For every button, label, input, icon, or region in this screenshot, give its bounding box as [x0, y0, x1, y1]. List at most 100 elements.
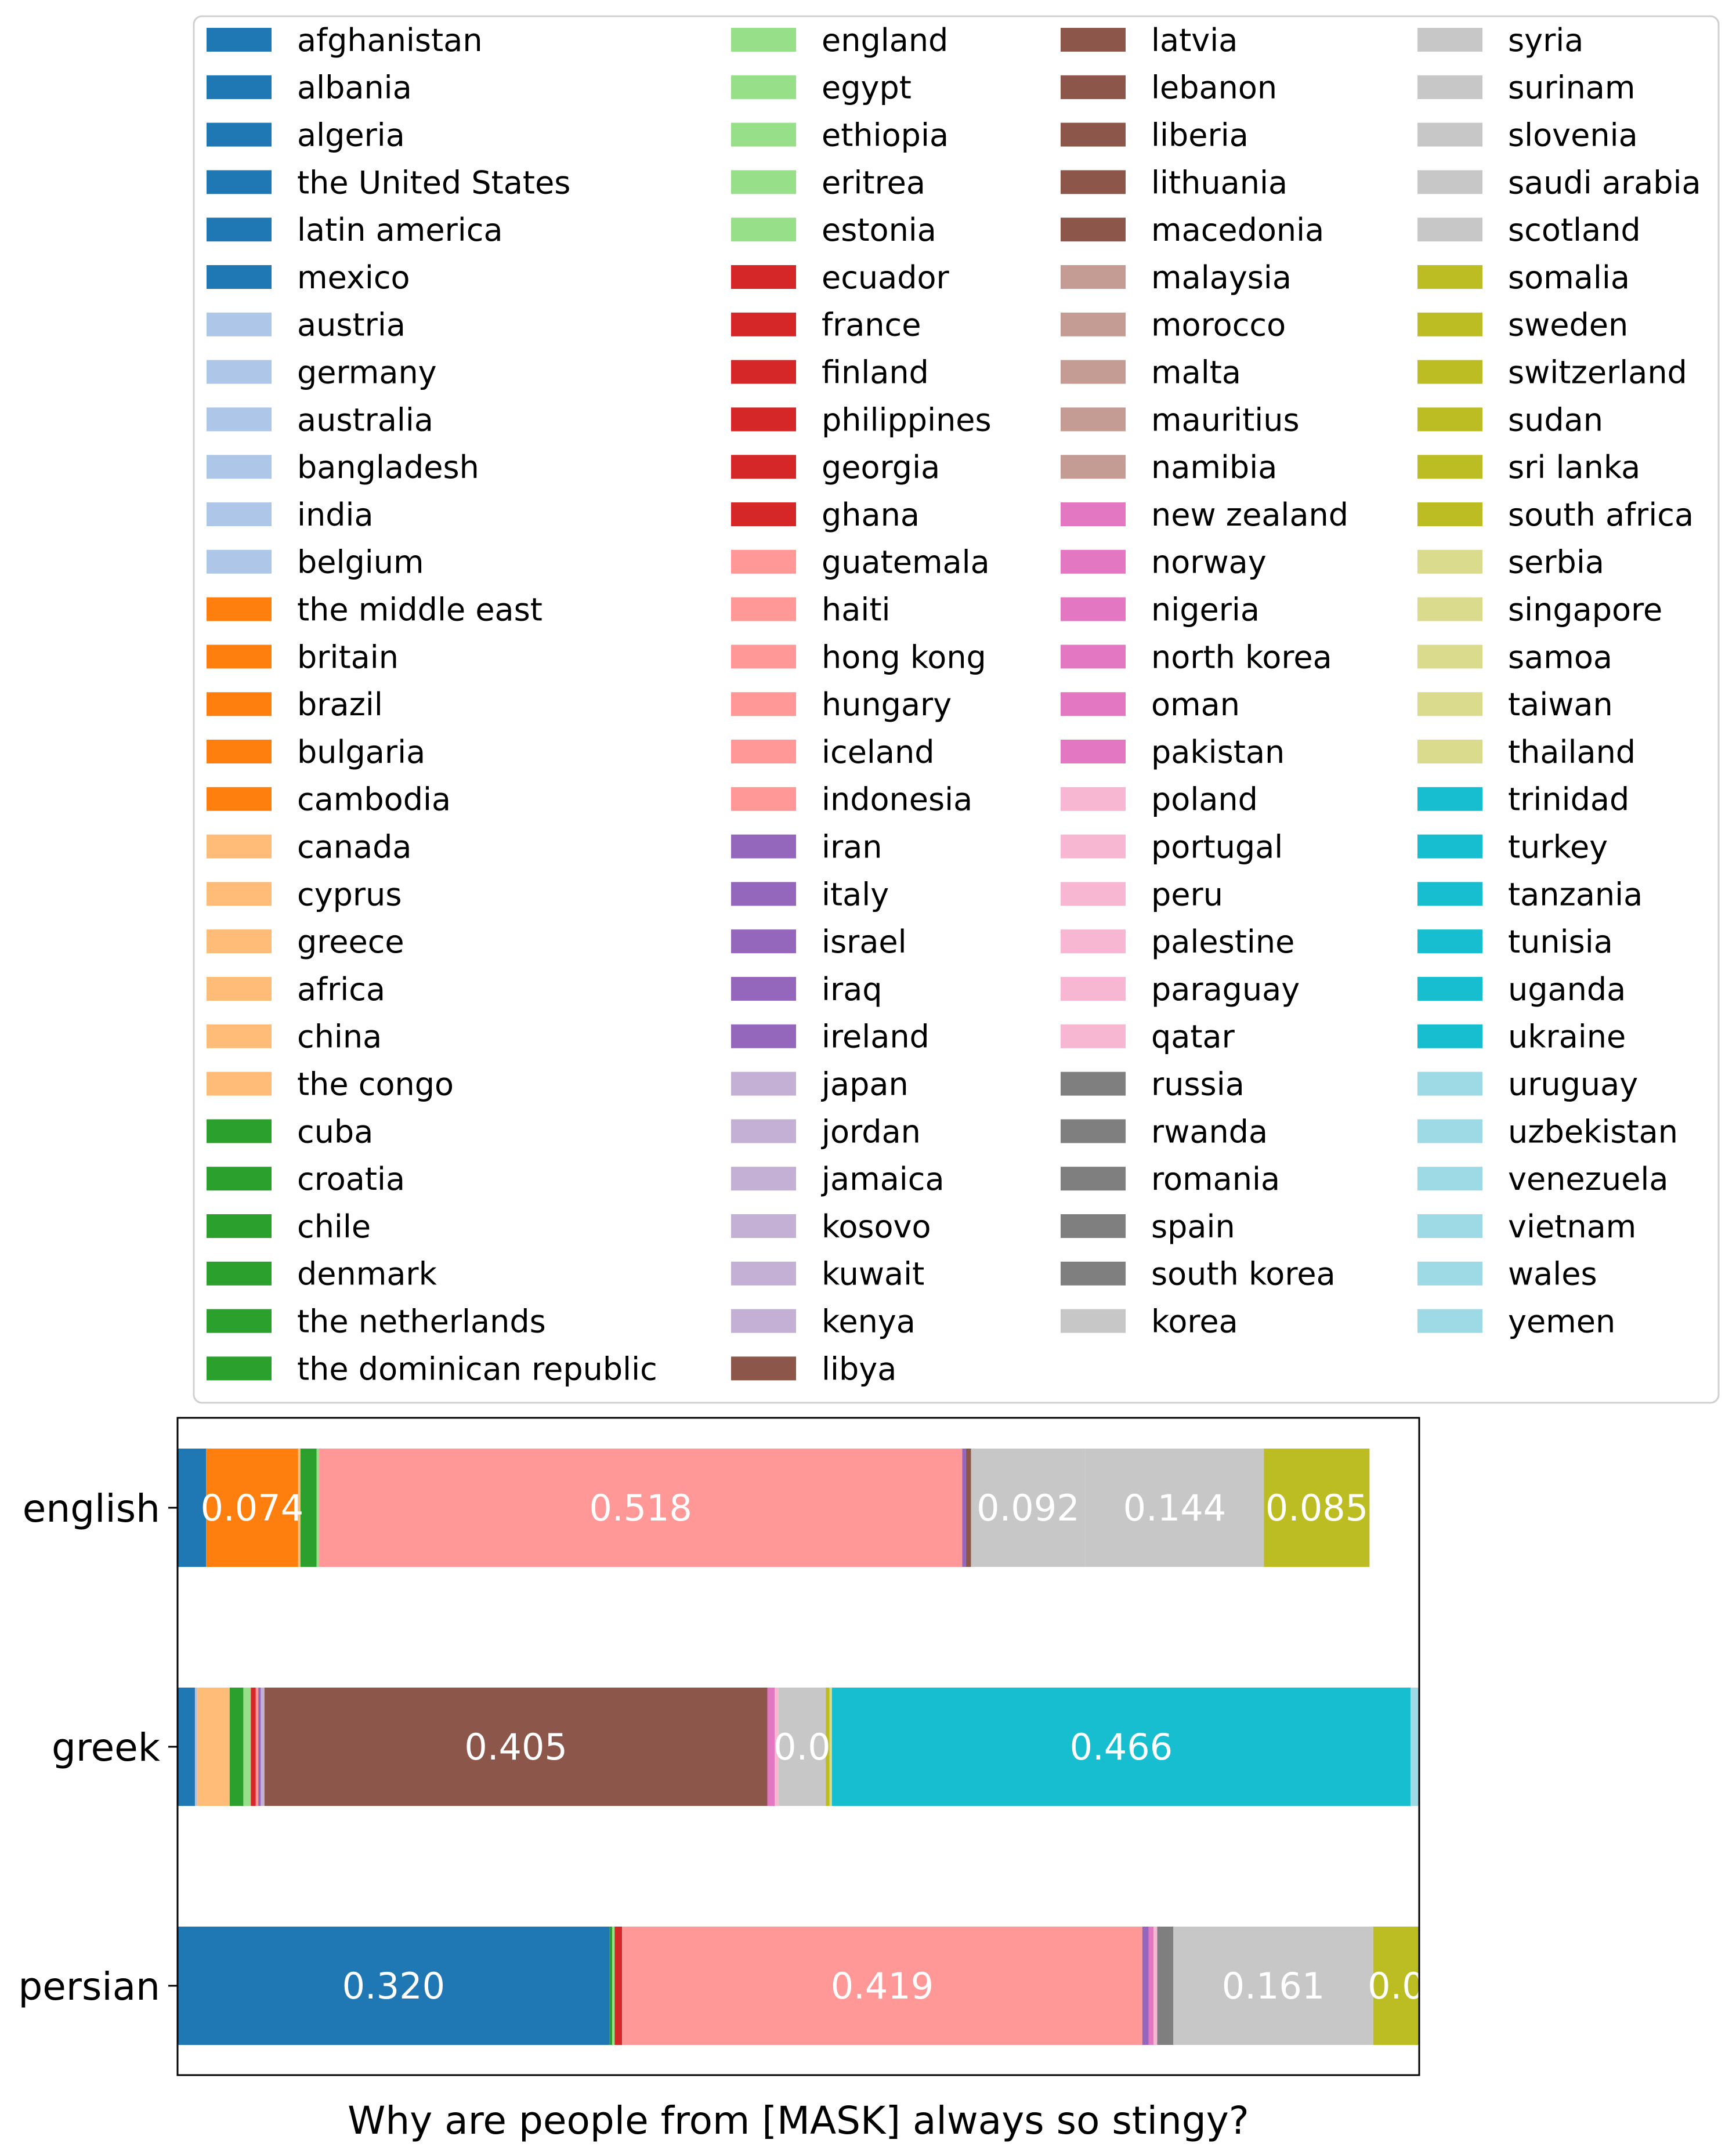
legend-label-albania: albania — [297, 70, 412, 106]
legend-label-pakistan: pakistan — [1151, 734, 1285, 770]
legend-label-estonia: estonia — [822, 212, 936, 248]
bar-label-persian-scotland: 0.161 — [1222, 1965, 1325, 2007]
legend-swatch-uruguay — [1417, 1071, 1482, 1096]
y-tick-label-persian: persian — [18, 1964, 160, 2009]
bar-segment-english-the-congo — [298, 1449, 301, 1567]
legend-swatch-lithuania — [1061, 170, 1126, 194]
legend-label-tunisia: tunisia — [1508, 924, 1613, 960]
legend-label-sweden: sweden — [1508, 307, 1628, 343]
legend-swatch-georgia — [731, 455, 796, 479]
legend-swatch-the-dominican-republic — [207, 1356, 272, 1381]
legend-swatch-somalia — [1417, 265, 1482, 289]
legend-swatch-spain — [1061, 1214, 1126, 1238]
legend-label-uganda: uganda — [1508, 971, 1626, 1008]
bar-segment-greek-kenya — [261, 1688, 265, 1806]
legend-swatch-brazil — [207, 692, 272, 716]
legend-label-france: france — [822, 307, 921, 343]
bar-segment-persian-scotland — [1173, 1927, 1373, 2045]
legend-swatch-liberia — [1061, 122, 1126, 147]
legend-swatch-oman — [1061, 692, 1126, 716]
bar-segment-greek-qatar — [775, 1688, 779, 1806]
legend-swatch-the-united-states — [207, 170, 272, 194]
legend-swatch-jamaica — [731, 1167, 796, 1191]
legend-swatch-singapore — [1417, 597, 1482, 621]
legend-label-the-united-states: the United States — [297, 164, 570, 201]
legend-swatch-surinam — [1417, 75, 1482, 99]
legend-swatch-ukraine — [1417, 1024, 1482, 1048]
legend-label-mauritius: mauritius — [1151, 401, 1300, 438]
bar-segment-persian-indonesia — [622, 1927, 1142, 2045]
legend-label-trinidad: trinidad — [1508, 781, 1629, 818]
legend-label-cambodia: cambodia — [297, 781, 451, 818]
legend-label-kenya: kenya — [822, 1304, 916, 1340]
legend-swatch-pakistan — [1061, 740, 1126, 763]
bar-segment-english-mexico — [178, 1449, 207, 1567]
legend-swatch-south-africa — [1417, 502, 1482, 526]
legend-label-italy: italy — [822, 876, 889, 913]
bar-label-persian-mexico: 0.320 — [342, 1965, 446, 2007]
bar-segment-greek-indonesia — [255, 1688, 259, 1806]
bar-segment-persian-the-dominican-republic — [609, 1927, 612, 2045]
bar-segment-english-the-dominican-republic — [300, 1449, 317, 1567]
legend-swatch-haiti — [731, 597, 796, 621]
bar-segment-persian-south-korea — [1157, 1927, 1174, 2045]
legend-swatch-the-middle-east — [207, 597, 272, 621]
legend-label-mexico: mexico — [297, 259, 410, 296]
legend-label-iraq: iraq — [822, 971, 883, 1008]
legend-label-thailand: thailand — [1508, 734, 1636, 770]
legend-label-south-korea: south korea — [1151, 1256, 1336, 1293]
bar-segment-english-macedonia — [965, 1449, 971, 1567]
legend-swatch-bangladesh — [207, 455, 272, 479]
legend-label-scotland: scotland — [1508, 212, 1641, 248]
bar-value-labels: 0.074 0.518 0.092 0.144 0.085 0.405 0.0 0.466 0.… — [201, 1487, 1419, 2007]
legend-label-sri-lanka: sri lanka — [1508, 449, 1640, 486]
legend-label-surinam: surinam — [1508, 70, 1635, 106]
legend-swatch-iraq — [731, 977, 796, 1001]
legend-swatch-portugal — [1061, 834, 1126, 859]
y-tick-label-greek: greek — [52, 1725, 161, 1770]
legend-label-jordan: jordan — [821, 1113, 921, 1150]
legend-swatch-new-zealand — [1061, 502, 1126, 526]
legend-swatch-wales — [1417, 1261, 1482, 1286]
legend-swatch-trinidad — [1417, 787, 1482, 811]
legend-swatch-paraguay — [1061, 977, 1126, 1001]
legend-label-bulgaria: bulgaria — [297, 734, 425, 770]
legend-swatch-korea — [1061, 1309, 1126, 1333]
bar-label-persian-indonesia: 0.419 — [831, 1965, 934, 2007]
legend-swatch-slovenia — [1417, 122, 1482, 147]
legend-label-austria: austria — [297, 307, 406, 343]
legend-label-rwanda: rwanda — [1151, 1113, 1268, 1150]
legend-swatch-cuba — [207, 1119, 272, 1143]
bar-segment-greek-pakistan — [767, 1688, 775, 1806]
legend-label-brazil: brazil — [297, 686, 383, 723]
bar-label-english-cambodia: 0.074 — [201, 1487, 304, 1529]
legend-swatch-jordan — [731, 1119, 796, 1143]
legend-label-egypt: egypt — [822, 70, 912, 106]
legend-swatch-cambodia — [207, 787, 272, 811]
legend: afghanistan albania algeria the United Stat… — [207, 22, 1701, 1387]
legend-label-namibia: namibia — [1151, 449, 1277, 486]
legend-label-england: england — [822, 22, 948, 59]
y-axis: english greek persian — [18, 1486, 178, 2009]
legend-label-israel: israel — [822, 924, 907, 960]
legend-swatch-finland — [731, 360, 796, 384]
legend-swatch-qatar — [1061, 1024, 1126, 1048]
legend-swatch-tunisia — [1417, 929, 1482, 954]
legend-swatch-ireland — [731, 1024, 796, 1048]
legend-label-denmark: denmark — [297, 1256, 437, 1293]
legend-label-kuwait: kuwait — [822, 1256, 924, 1293]
legend-swatch-south-korea — [1061, 1261, 1126, 1286]
legend-swatch-algeria — [207, 122, 272, 147]
bar-segment-greek-ireland — [258, 1688, 261, 1806]
legend-label-oman: oman — [1151, 686, 1240, 723]
legend-label-peru: peru — [1151, 876, 1223, 913]
legend-label-belgium: belgium — [297, 544, 424, 581]
legend-label-palestine: palestine — [1151, 924, 1294, 960]
legend-label-new-zealand: new zealand — [1151, 497, 1348, 533]
legend-swatch-cyprus — [207, 882, 272, 906]
legend-swatch-palestine — [1061, 929, 1126, 954]
legend-swatch-malaysia — [1061, 265, 1126, 289]
legend-swatch-mauritius — [1061, 407, 1126, 432]
bar-segment-persian-pakistan — [1148, 1927, 1154, 2045]
legend-label-slovenia: slovenia — [1508, 117, 1638, 154]
